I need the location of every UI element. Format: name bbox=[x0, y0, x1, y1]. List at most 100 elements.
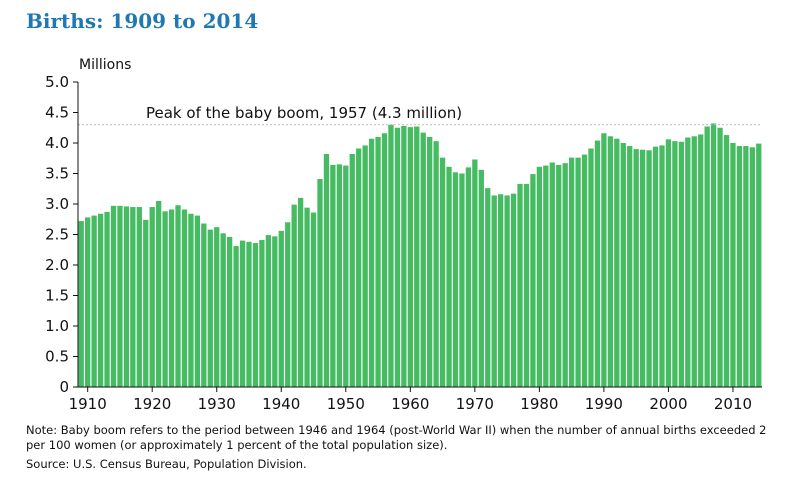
bar-1915 bbox=[117, 205, 123, 387]
y-tick-label: 2.5 bbox=[45, 226, 69, 244]
bar-2012 bbox=[743, 146, 749, 387]
bar-1923 bbox=[168, 209, 175, 387]
bar-1972 bbox=[485, 188, 491, 387]
bar-2007 bbox=[710, 123, 717, 387]
bar-1911 bbox=[91, 215, 97, 387]
bar-1973 bbox=[491, 195, 497, 387]
bar-2014 bbox=[756, 143, 762, 387]
bar-2011 bbox=[736, 146, 743, 387]
bar-1929 bbox=[207, 229, 213, 387]
bar-1962 bbox=[420, 132, 426, 387]
y-axis: 0 0.5 1.0 1.5 2.0 2.5 3.0 3.5 4.0 4.5 5.0 bbox=[45, 73, 79, 396]
bar-1941 bbox=[285, 222, 291, 387]
y-axis-unit-label: Millions bbox=[79, 57, 131, 73]
x-tick-label: 1970 bbox=[456, 395, 494, 413]
bar-1977 bbox=[517, 183, 523, 387]
y-tick-label: 4.5 bbox=[45, 104, 69, 122]
bar-1995 bbox=[633, 149, 639, 387]
bar-2009 bbox=[723, 135, 730, 387]
bar-1927 bbox=[194, 215, 201, 387]
x-tick-label: 1980 bbox=[520, 395, 558, 413]
bar-1978 bbox=[523, 183, 530, 387]
bar-1992 bbox=[614, 138, 620, 387]
chart-title: Births: 1909 to 2014 bbox=[26, 9, 259, 33]
bar-1949 bbox=[336, 164, 342, 387]
chart-source: Source: U.S. Census Bureau, Population D… bbox=[26, 457, 307, 471]
bar-1913 bbox=[104, 211, 110, 387]
bar-2013 bbox=[749, 147, 755, 387]
bar-1948 bbox=[330, 164, 336, 387]
bar-1931 bbox=[220, 233, 226, 387]
bar-1934 bbox=[239, 240, 246, 387]
bar-1932 bbox=[227, 236, 233, 387]
bar-1997 bbox=[646, 150, 652, 387]
bar-2004 bbox=[691, 136, 697, 387]
bar-1953 bbox=[362, 145, 368, 387]
bar-1919 bbox=[143, 219, 149, 387]
bar-1968 bbox=[459, 173, 465, 387]
y-tick-label: 1.0 bbox=[45, 317, 69, 335]
bar-2005 bbox=[698, 134, 704, 387]
bar-1952 bbox=[356, 148, 362, 387]
bar-1939 bbox=[272, 236, 278, 387]
y-tick-label: 5.0 bbox=[45, 73, 69, 91]
bar-1988 bbox=[588, 148, 594, 387]
bar-1950 bbox=[343, 165, 349, 387]
bar-1974 bbox=[498, 194, 504, 387]
bar-1945 bbox=[310, 212, 317, 387]
bar-2010 bbox=[730, 143, 736, 387]
bar-2003 bbox=[685, 137, 691, 387]
bar-1935 bbox=[246, 241, 252, 387]
bar-1964 bbox=[433, 141, 439, 387]
bar-1994 bbox=[627, 146, 633, 387]
bar-2002 bbox=[678, 141, 684, 387]
bar-1924 bbox=[175, 205, 181, 387]
bar-1954 bbox=[368, 138, 375, 387]
x-tick-label: 1940 bbox=[262, 395, 300, 413]
chart-note: Note: Baby boom refers to the period bet… bbox=[26, 423, 767, 452]
x-tick-label: 1950 bbox=[327, 395, 365, 413]
bar-1930 bbox=[214, 227, 220, 387]
bar-1926 bbox=[188, 213, 194, 387]
x-axis: 1910 1920 1930 1940 1950 1960 1970 1980 1990 2000… bbox=[69, 386, 762, 413]
x-tick-label: 1910 bbox=[69, 395, 107, 413]
bar-1979 bbox=[530, 174, 536, 387]
bar-1980 bbox=[536, 166, 543, 387]
bar-1999 bbox=[659, 145, 665, 387]
bar-1959 bbox=[401, 125, 407, 388]
bar-1981 bbox=[543, 165, 549, 387]
bar-1985 bbox=[569, 157, 575, 387]
x-tick-label: 1930 bbox=[198, 395, 236, 413]
bar-1946 bbox=[317, 178, 323, 387]
bar-1998 bbox=[652, 146, 659, 387]
bar-1920 bbox=[149, 207, 155, 387]
bar-1986 bbox=[575, 157, 581, 387]
bar-1912 bbox=[97, 213, 104, 387]
bar-1966 bbox=[446, 166, 452, 387]
bar-2008 bbox=[717, 127, 723, 387]
bar-1984 bbox=[562, 163, 568, 387]
bar-1960 bbox=[407, 127, 413, 387]
bar-1925 bbox=[181, 209, 188, 387]
y-tick-label: 1.5 bbox=[45, 287, 69, 305]
y-tick-label: 3.5 bbox=[45, 165, 69, 183]
bar-1922 bbox=[162, 211, 168, 387]
bar-1969 bbox=[465, 167, 472, 387]
x-tick-label: 2010 bbox=[714, 395, 752, 413]
bar-1976 bbox=[510, 193, 517, 387]
bars-group bbox=[78, 123, 762, 388]
bar-1956 bbox=[381, 133, 388, 387]
bar-1957 bbox=[388, 124, 394, 387]
bar-1933 bbox=[233, 246, 239, 387]
x-tick-label: 1920 bbox=[133, 395, 171, 413]
bar-1944 bbox=[304, 207, 310, 387]
bar-1990 bbox=[601, 133, 607, 387]
bar-1975 bbox=[504, 195, 510, 387]
bar-1943 bbox=[297, 197, 304, 387]
bar-1961 bbox=[414, 126, 420, 387]
bar-1991 bbox=[607, 136, 613, 387]
bar-1942 bbox=[291, 204, 297, 387]
bar-1940 bbox=[278, 230, 284, 387]
y-tick-label: 2.0 bbox=[45, 256, 69, 274]
bar-2000 bbox=[665, 139, 672, 387]
